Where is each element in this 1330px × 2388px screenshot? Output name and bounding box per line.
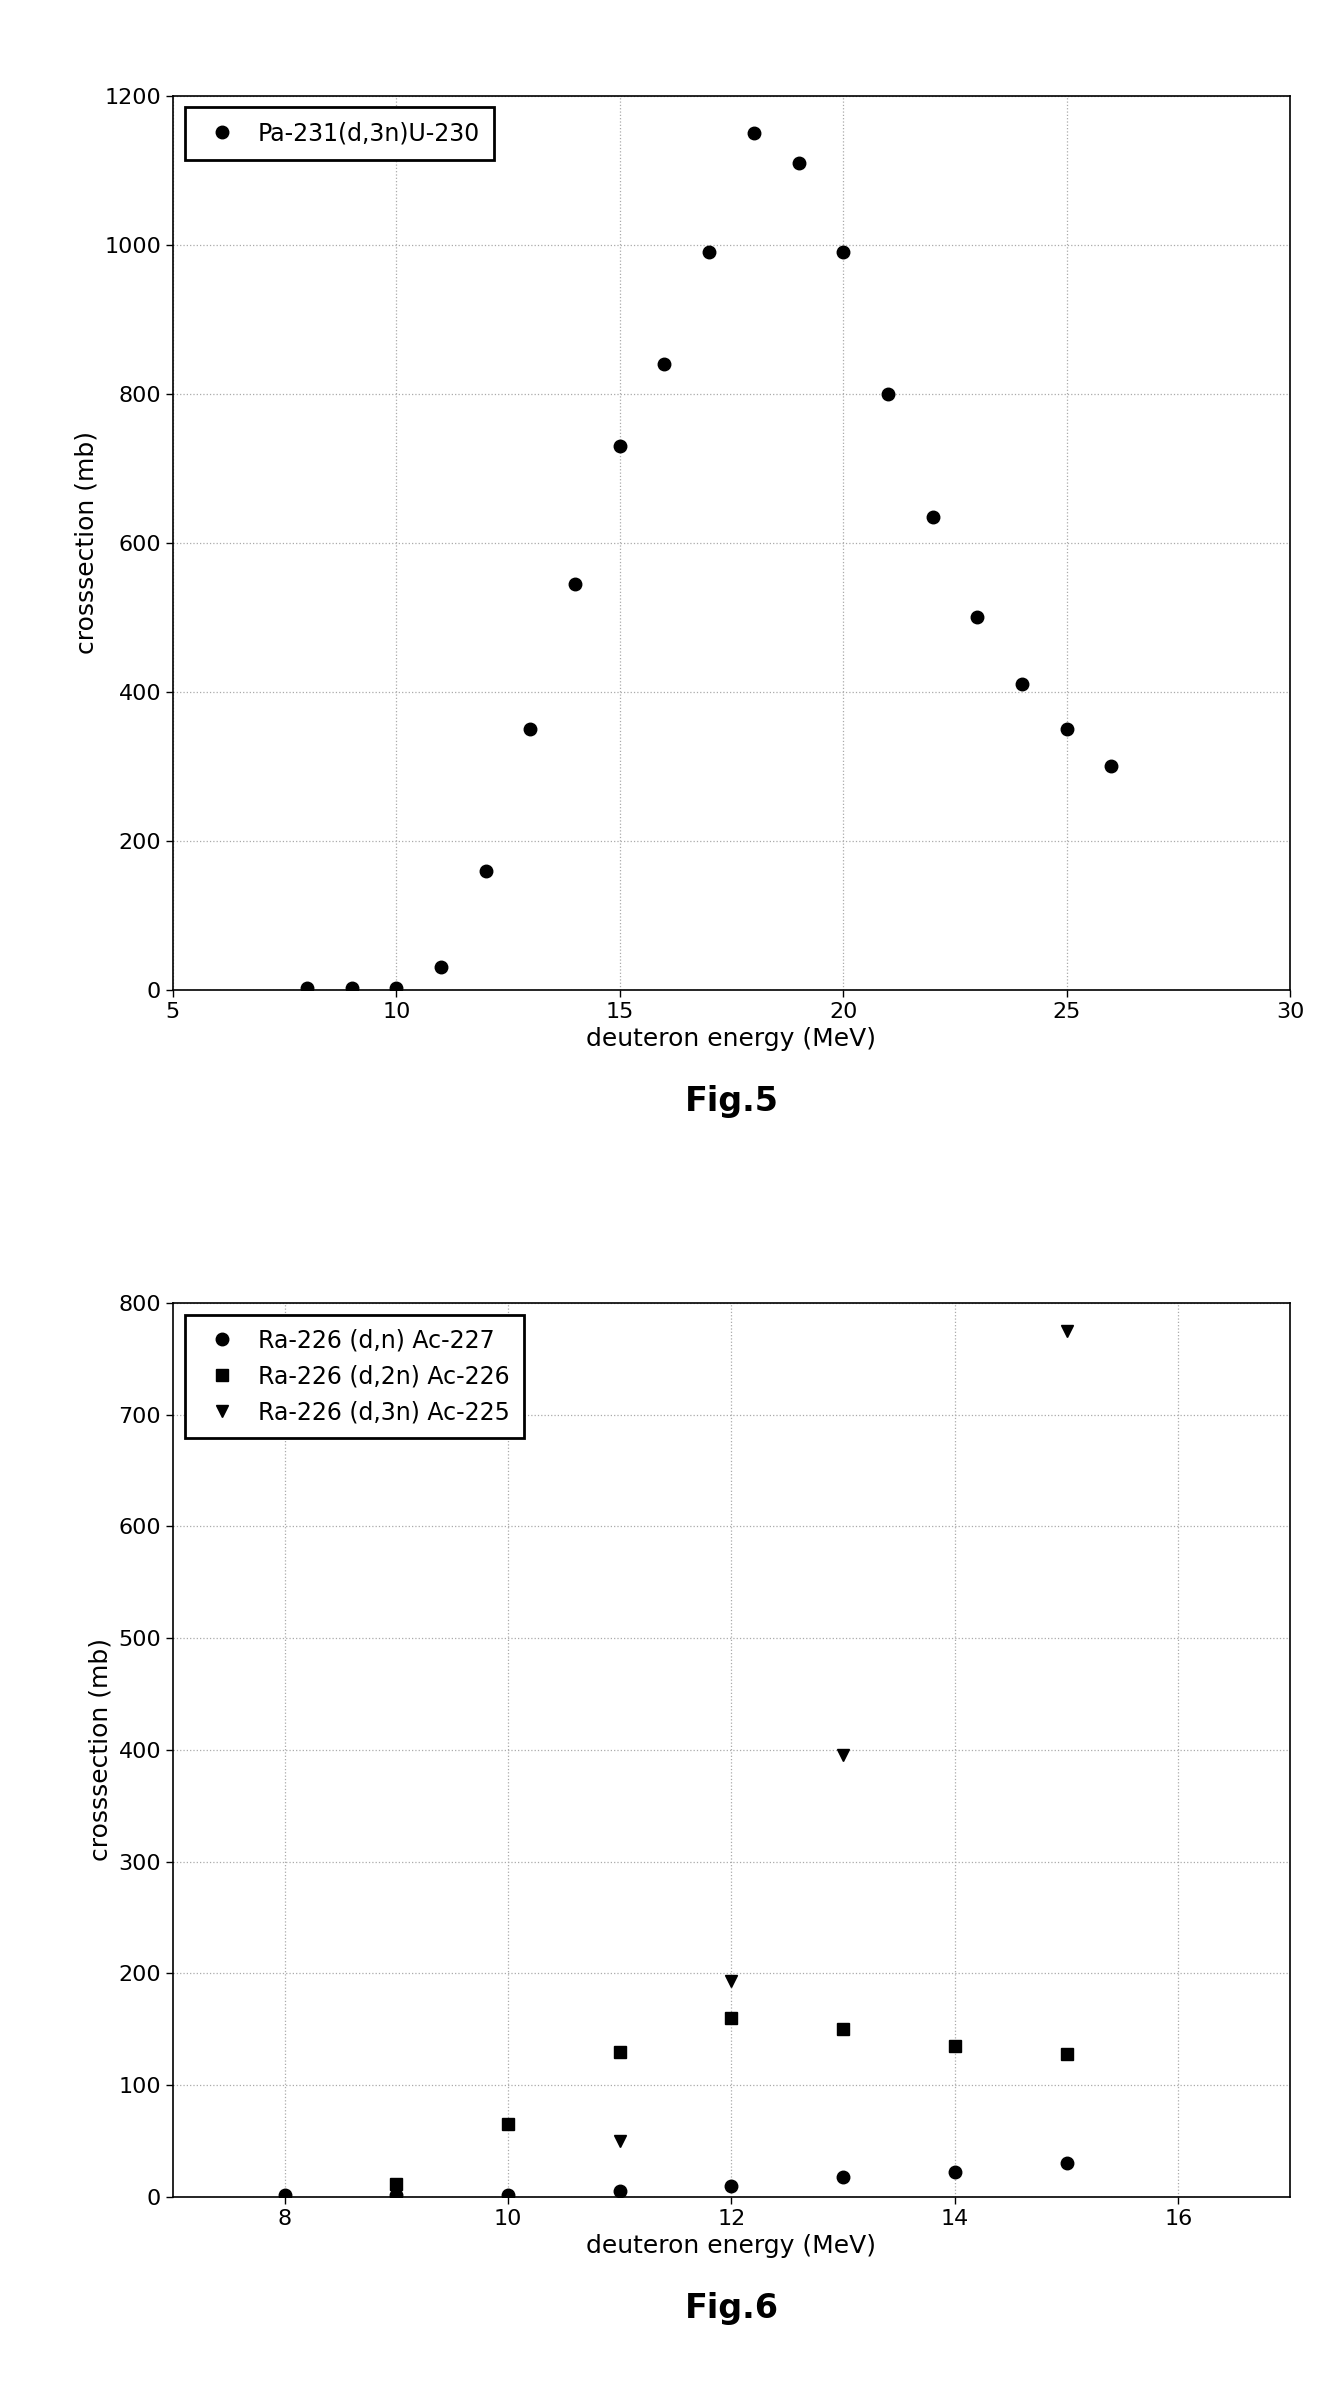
Pa-231(d,3n)U-230 <box>388 974 404 1003</box>
Pa-231(d,3n)U-230 <box>523 714 539 743</box>
Y-axis label: crosssection (mb): crosssection (mb) <box>89 1638 113 1860</box>
Pa-231(d,3n)U-230 <box>1013 671 1029 700</box>
Y-axis label: crosssection (mb): crosssection (mb) <box>74 432 98 654</box>
Ra-226 (d,n) Ac-227 <box>1059 2149 1075 2178</box>
Ra-226 (d,3n) Ac-225 <box>1059 1316 1075 1344</box>
Pa-231(d,3n)U-230 <box>924 501 940 530</box>
Ra-226 (d,3n) Ac-225 <box>724 1968 739 1996</box>
Ra-226 (d,n) Ac-227 <box>500 2180 516 2209</box>
Pa-231(d,3n)U-230 <box>299 974 315 1003</box>
Legend: Pa-231(d,3n)U-230: Pa-231(d,3n)U-230 <box>185 107 495 160</box>
Ra-226 (d,n) Ac-227 <box>612 2178 628 2207</box>
Ra-226 (d,3n) Ac-225 <box>612 2128 628 2156</box>
X-axis label: deuteron energy (MeV): deuteron energy (MeV) <box>587 1027 876 1051</box>
Line: Ra-226 (d,n) Ac-227: Ra-226 (d,n) Ac-227 <box>278 2156 1073 2202</box>
Ra-226 (d,2n) Ac-226 <box>1059 2039 1075 2068</box>
Pa-231(d,3n)U-230 <box>746 119 762 148</box>
Text: Fig.5: Fig.5 <box>685 1084 778 1118</box>
Pa-231(d,3n)U-230 <box>477 857 493 886</box>
Legend: Ra-226 (d,n) Ac-227, Ra-226 (d,2n) Ac-226, Ra-226 (d,3n) Ac-225: Ra-226 (d,n) Ac-227, Ra-226 (d,2n) Ac-22… <box>185 1313 524 1438</box>
Pa-231(d,3n)U-230 <box>790 148 806 177</box>
Ra-226 (d,2n) Ac-226 <box>835 2015 851 2044</box>
Ra-226 (d,n) Ac-227 <box>388 2180 404 2209</box>
Ra-226 (d,n) Ac-227 <box>277 2180 293 2209</box>
Line: Ra-226 (d,3n) Ac-225: Ra-226 (d,3n) Ac-225 <box>613 1325 1073 2147</box>
Pa-231(d,3n)U-230 <box>880 380 896 408</box>
Ra-226 (d,n) Ac-227 <box>724 2171 739 2199</box>
Pa-231(d,3n)U-230 <box>657 349 673 377</box>
Line: Pa-231(d,3n)U-230: Pa-231(d,3n)U-230 <box>301 127 1117 993</box>
Ra-226 (d,3n) Ac-225 <box>835 1741 851 1770</box>
Pa-231(d,3n)U-230 <box>343 974 359 1003</box>
Text: Fig.6: Fig.6 <box>685 2292 778 2326</box>
Pa-231(d,3n)U-230 <box>835 239 851 267</box>
Pa-231(d,3n)U-230 <box>567 568 583 597</box>
Ra-226 (d,2n) Ac-226 <box>947 2032 963 2061</box>
Pa-231(d,3n)U-230 <box>970 602 986 630</box>
Pa-231(d,3n)U-230 <box>612 432 628 461</box>
Ra-226 (d,2n) Ac-226 <box>388 2168 404 2197</box>
Ra-226 (d,n) Ac-227 <box>835 2164 851 2192</box>
Ra-226 (d,n) Ac-227 <box>947 2159 963 2187</box>
Pa-231(d,3n)U-230 <box>434 953 450 981</box>
Ra-226 (d,2n) Ac-226 <box>500 2111 516 2140</box>
Ra-226 (d,2n) Ac-226 <box>612 2037 628 2066</box>
Pa-231(d,3n)U-230 <box>701 239 717 267</box>
Pa-231(d,3n)U-230 <box>1104 752 1120 781</box>
X-axis label: deuteron energy (MeV): deuteron energy (MeV) <box>587 2235 876 2259</box>
Line: Ra-226 (d,2n) Ac-226: Ra-226 (d,2n) Ac-226 <box>390 2011 1073 2190</box>
Pa-231(d,3n)U-230 <box>1059 714 1075 743</box>
Ra-226 (d,2n) Ac-226 <box>724 2004 739 2032</box>
